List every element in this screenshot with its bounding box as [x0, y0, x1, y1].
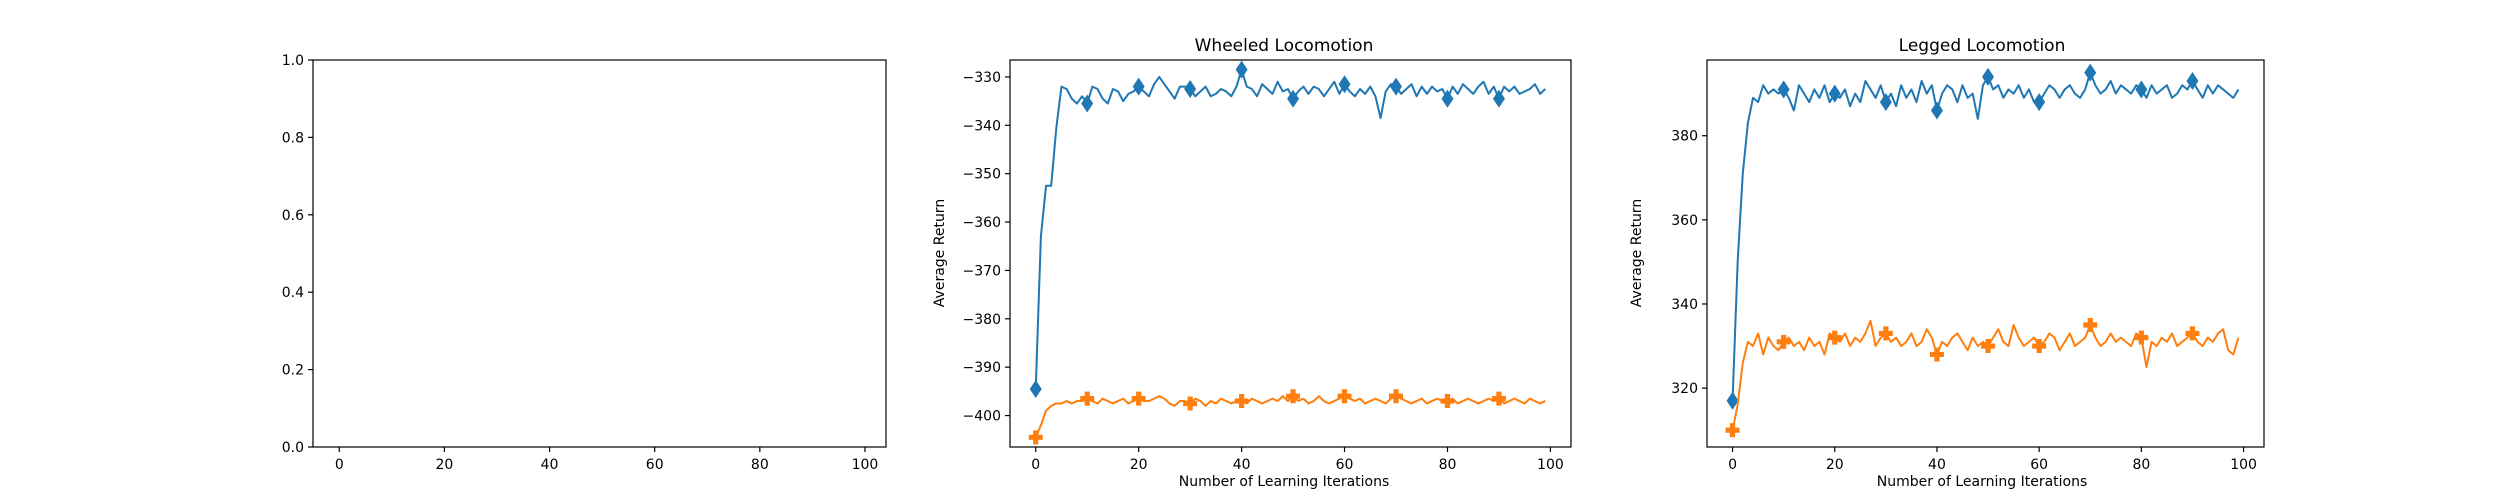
x-tick-label: 60: [1336, 457, 1354, 473]
data-point-diamond: [1029, 379, 1042, 398]
data-point-diamond: [1828, 84, 1841, 103]
data-point-plus: [1389, 389, 1404, 404]
data-point-plus: [2032, 339, 2047, 354]
data-point-plus: [1028, 430, 1043, 445]
series-line: [1034, 68, 1546, 389]
empty-panel: 0 20 40 60 80 100 0.0 0.2 0.4 0.6 0.8 1.0: [282, 53, 887, 473]
data-point-plus: [1827, 330, 1842, 345]
x-tick-label: 100: [1537, 457, 1564, 473]
data-point-plus: [1183, 396, 1198, 411]
x-axis-label: Number of Learning Iterations: [1877, 474, 2088, 490]
y-tick-label: 0.8: [282, 130, 304, 146]
y-tick-label: −380: [963, 312, 1001, 328]
data-point-plus: [1725, 423, 1740, 438]
series-line: [1731, 319, 2240, 431]
y-tick-label: −330: [963, 70, 1001, 86]
y-tick-label: 360: [1671, 213, 1698, 229]
y-tick-label: 0.0: [282, 440, 304, 456]
y-tick-label: 340: [1671, 297, 1698, 313]
x-tick-label: 80: [2132, 457, 2150, 473]
data-point-diamond: [1338, 75, 1351, 94]
y-axis-label: Average Return: [932, 199, 948, 307]
axes-frame: [1706, 59, 2265, 448]
data-point-diamond: [1184, 80, 1197, 99]
x-tick-label: 20: [1826, 457, 1844, 473]
data-point-plus: [1131, 391, 1146, 406]
x-tick-label: 100: [852, 457, 879, 473]
data-point-diamond: [1081, 94, 1094, 113]
y-tick-label: 0.6: [282, 208, 304, 224]
x-tick-label: 80: [751, 457, 769, 473]
data-point-plus: [1337, 389, 1352, 404]
x-axis-label: Number of Learning Iterations: [1179, 474, 1390, 490]
data-point-diamond: [2033, 93, 2046, 112]
data-point-plus: [1440, 394, 1455, 409]
data-point-diamond: [1287, 89, 1300, 108]
y-tick-label: 1.0: [282, 53, 304, 69]
x-tick-label: 0: [335, 457, 344, 473]
data-point-diamond: [2084, 63, 2097, 82]
data-point-diamond: [1235, 60, 1248, 79]
data-point-diamond: [1726, 391, 1739, 410]
axes-frame: [312, 59, 887, 448]
data-point-diamond: [1982, 67, 1995, 86]
data-point-plus: [2185, 326, 2200, 341]
data-point-diamond: [2186, 72, 2199, 91]
y-tick-label: −360: [963, 215, 1001, 231]
y-tick-label: −370: [963, 263, 1001, 279]
x-tick-label: 40: [1233, 457, 1251, 473]
x-tick-label: 0: [1031, 457, 1040, 473]
x-tick-label: 80: [1439, 457, 1457, 473]
data-point-plus: [1080, 391, 1095, 406]
data-point-diamond: [1777, 80, 1790, 99]
data-point-plus: [1929, 347, 1944, 362]
x-tick-label: 20: [436, 457, 454, 473]
data-point-plus: [1878, 326, 1893, 341]
y-tick-label: 0.2: [282, 363, 304, 379]
data-point-diamond: [1492, 89, 1505, 108]
data-point-diamond: [1441, 89, 1454, 108]
y-axis-label: Average Return: [1629, 199, 1645, 307]
data-point-plus: [2083, 318, 2098, 333]
data-point-diamond: [1879, 93, 1892, 112]
chart-title: Wheeled Locomotion: [1195, 36, 1374, 56]
x-tick-label: 60: [646, 457, 664, 473]
data-point-plus: [1776, 334, 1791, 349]
x-tick-label: 100: [2230, 457, 2257, 473]
y-tick-label: 320: [1671, 381, 1698, 397]
data-point-diamond: [1132, 77, 1145, 96]
y-tick-label: −400: [963, 409, 1001, 425]
axes-frame: [1009, 59, 1572, 448]
data-point-diamond: [1930, 101, 1943, 120]
data-point-plus: [1981, 339, 1996, 354]
y-tick-label: −340: [963, 118, 1001, 134]
data-point-plus: [2134, 330, 2149, 345]
data-point-plus: [1286, 389, 1301, 404]
y-tick-label: −390: [963, 360, 1001, 376]
x-tick-label: 40: [541, 457, 559, 473]
y-tick-label: 0.4: [282, 285, 304, 301]
x-tick-label: 0: [1728, 457, 1737, 473]
wheeled-locomotion-panel: Wheeled Locomotion Number of Learning It…: [932, 36, 1572, 490]
data-point-plus: [1491, 391, 1506, 406]
y-tick-label: −350: [963, 167, 1001, 183]
y-tick-label: 380: [1671, 129, 1698, 145]
x-tick-label: 60: [2030, 457, 2048, 473]
x-tick-label: 20: [1130, 457, 1148, 473]
chart-title: Legged Locomotion: [1899, 36, 2066, 56]
data-point-diamond: [2135, 80, 2148, 99]
data-point-diamond: [1390, 77, 1403, 96]
data-point-plus: [1234, 394, 1249, 409]
legged-locomotion-panel: Legged Locomotion Number of Learning Ite…: [1629, 36, 2265, 490]
x-tick-label: 40: [1928, 457, 1946, 473]
